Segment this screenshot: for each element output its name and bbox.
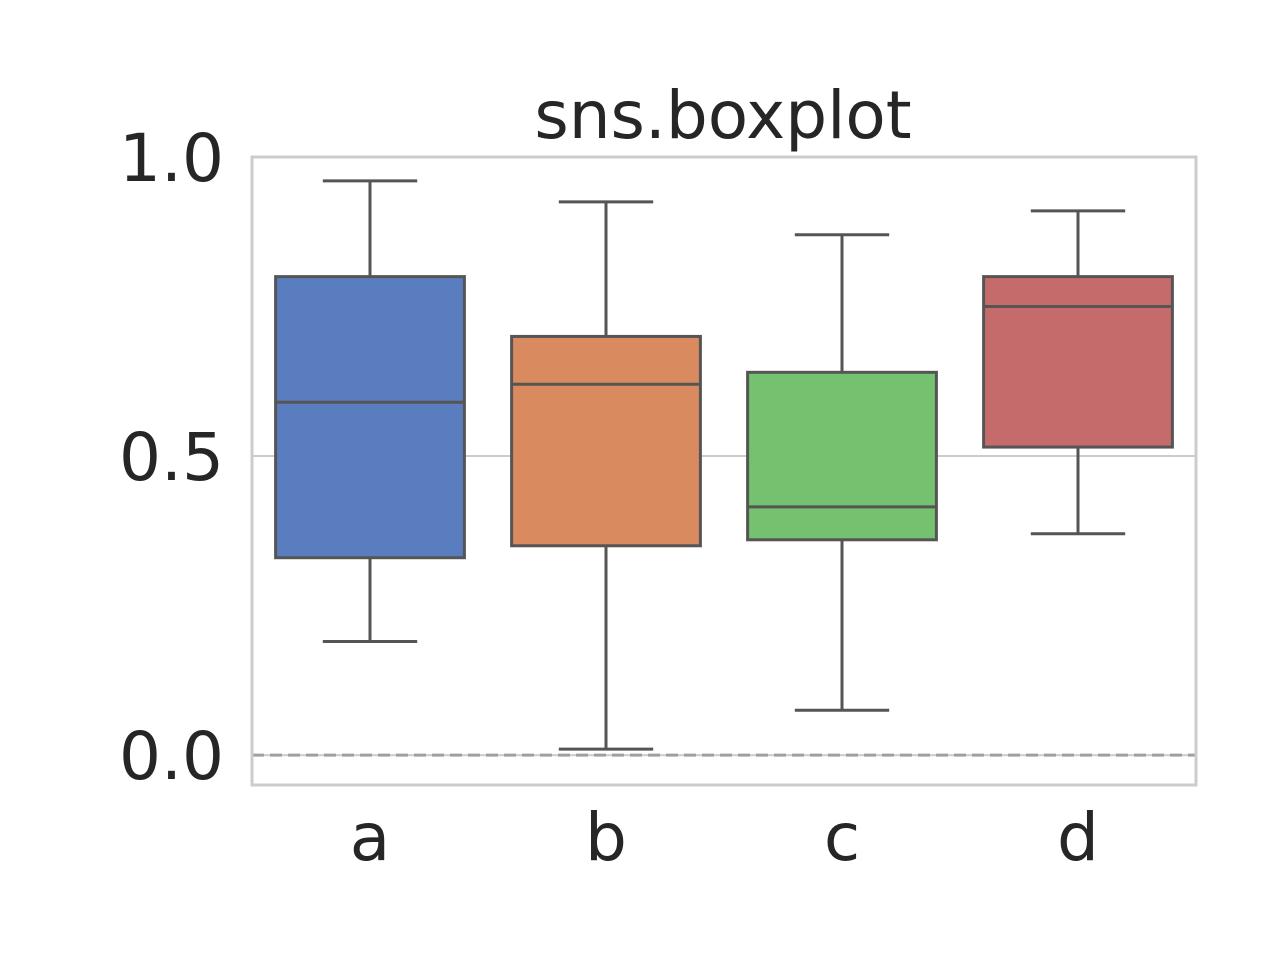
x-tick-label: a bbox=[350, 799, 390, 876]
y-tick-label: 0.5 bbox=[119, 419, 224, 496]
x-tick-label: c bbox=[824, 799, 860, 876]
box-b bbox=[510, 200, 702, 751]
iqr-box-a bbox=[274, 275, 466, 560]
iqr-box-b bbox=[510, 334, 702, 548]
y-tick-label: 1.0 bbox=[119, 120, 224, 197]
plot-frame bbox=[250, 155, 1198, 787]
iqr-box-c bbox=[746, 370, 938, 542]
y-tick-label: 0.0 bbox=[119, 718, 224, 795]
iqr-box-d bbox=[982, 275, 1174, 449]
y-tick-labels: 0.0 0.5 1.0 bbox=[119, 120, 224, 795]
chart-title: sns.boxplot bbox=[534, 77, 911, 154]
box-layer bbox=[274, 179, 1174, 751]
x-tick-label: d bbox=[1057, 799, 1099, 876]
x-tick-labels: a b c d bbox=[350, 799, 1099, 876]
box-c bbox=[746, 233, 938, 712]
box-a bbox=[274, 179, 466, 643]
box-d bbox=[982, 209, 1174, 536]
x-tick-label: b bbox=[585, 799, 627, 876]
